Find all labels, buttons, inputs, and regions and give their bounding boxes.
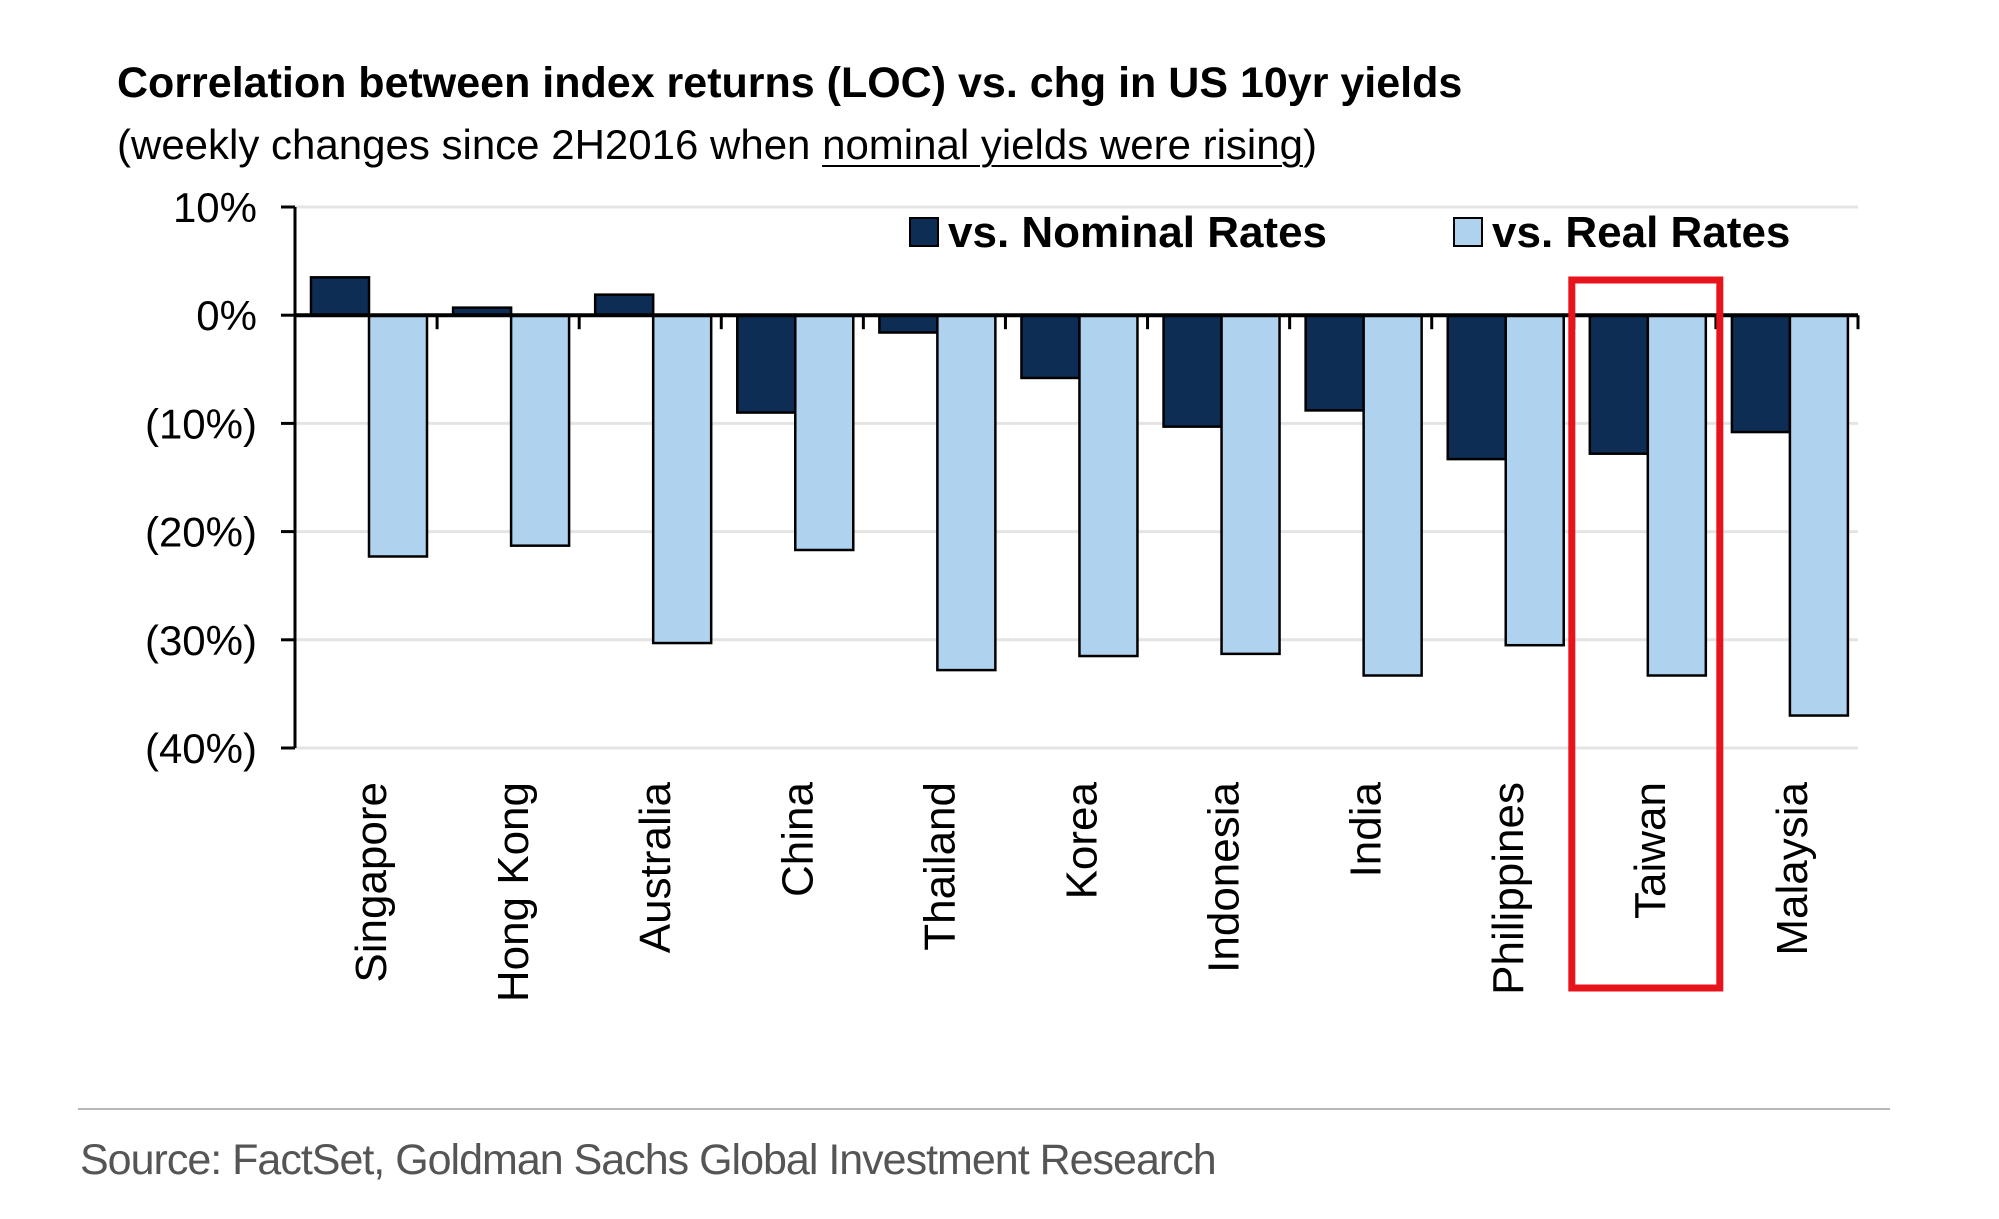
- subtitle-prefix: (weekly changes since 2H2016 when: [117, 121, 823, 168]
- bar-nominal-malaysia: [1730, 313, 1792, 434]
- bar-real-malaysia: [1788, 313, 1850, 717]
- chart-title: Correlation between index returns (LOC) …: [117, 59, 1463, 107]
- category-label-thailand: Thailand: [915, 782, 964, 951]
- bar-nominal-australia: [593, 293, 655, 317]
- bar-real-philippines: [1504, 313, 1565, 647]
- category-label-australia: Australia: [631, 781, 680, 953]
- chart-subtitle: (weekly changes since 2H2016 when nomina…: [117, 116, 1917, 174]
- bar-real-india: [1362, 313, 1423, 677]
- category-label-malaysia: Malaysia: [1768, 781, 1817, 955]
- y-tick-label: (10%): [145, 400, 257, 447]
- category-label-philippines: Philippines: [1484, 782, 1533, 995]
- y-tick-label: (20%): [145, 509, 257, 556]
- category-label-taiwan: Taiwan: [1626, 782, 1675, 919]
- y-tick-label: 0%: [196, 292, 257, 339]
- footer-divider: [78, 1108, 1890, 1110]
- category-label-indonesia: Indonesia: [1200, 781, 1249, 972]
- bar-real-thailand: [936, 313, 997, 672]
- bar-nominal-india: [1304, 313, 1365, 412]
- bar-real-singapore: [367, 313, 429, 558]
- bar-real-taiwan: [1646, 313, 1708, 677]
- bar-real-korea: [1078, 313, 1139, 658]
- bar-nominal-indonesia: [1162, 313, 1223, 428]
- category-label-hong-kong: Hong Kong: [489, 782, 538, 1002]
- y-tick-label: (30%): [145, 617, 257, 664]
- bar-real-hong-kong: [509, 313, 571, 547]
- category-label-china: China: [773, 781, 822, 896]
- bar-nominal-china: [736, 313, 797, 414]
- bar-real-australia: [651, 313, 713, 645]
- legend-swatch-real: [1453, 217, 1483, 247]
- subtitle-suffix: ): [1302, 121, 1317, 168]
- category-label-singapore: Singapore: [347, 782, 396, 983]
- chart-header: Correlation between index returns (LOC) …: [117, 50, 1917, 174]
- bar-nominal-thailand: [878, 313, 939, 334]
- subtitle-underlined-text: nominal yields were rising: [822, 121, 1303, 168]
- legend-swatch-nominal: [909, 217, 939, 247]
- source-note: Source: FactSet, Goldman Sachs Global In…: [80, 1136, 1217, 1184]
- y-tick-label: 10%: [173, 184, 257, 231]
- category-label-india: India: [1342, 781, 1391, 877]
- bar-nominal-philippines: [1446, 313, 1507, 461]
- bar-real-china: [794, 313, 855, 552]
- bar-nominal-taiwan: [1588, 313, 1650, 455]
- category-label-korea: Korea: [1058, 781, 1107, 899]
- highlight-box-taiwan: [1568, 276, 1724, 992]
- bar-nominal-singapore: [309, 276, 371, 317]
- bar-real-indonesia: [1220, 313, 1281, 656]
- legend-label-real: vs. Real Rates: [1492, 208, 1790, 257]
- bar-nominal-korea: [1020, 313, 1081, 380]
- y-tick-label: (40%): [145, 725, 257, 772]
- legend-label-nominal: vs. Nominal Rates: [948, 208, 1327, 257]
